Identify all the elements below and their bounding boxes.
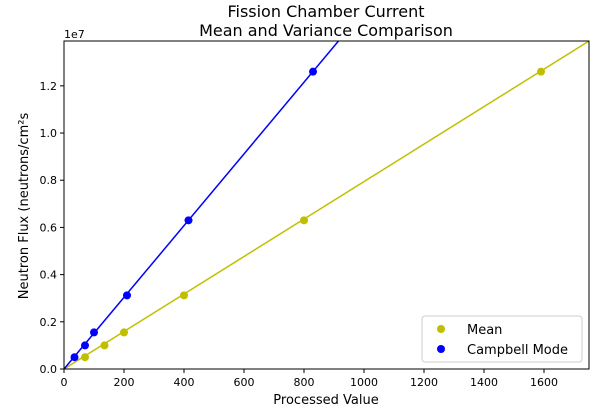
plot-frame [63, 40, 590, 370]
legend-label-mean: Mean [467, 323, 502, 338]
x-tick-label: 800 [294, 376, 315, 389]
x-tick-label: 600 [234, 376, 255, 389]
x-tick-label: 200 [114, 376, 135, 389]
data-point-campbell-mode [123, 291, 131, 300]
x-tick-label: 1200 [410, 376, 438, 389]
x-tick-label: 400 [174, 376, 195, 389]
series-line-mean [63, 40, 590, 370]
chart-title-line-2: Mean and Variance Comparison [199, 21, 453, 40]
data-point-mean [81, 353, 89, 362]
legend-box [421, 315, 583, 363]
y-tick-label: 1.2 [40, 80, 58, 93]
series-line-campbell-mode [63, 40, 340, 370]
data-point-campbell-mode [81, 341, 89, 350]
chart-title-line-1: Fission Chamber Current [227, 2, 424, 21]
legend: Mean Campbell Mode [421, 315, 583, 363]
legend-label-campbell-mode: Campbell Mode [467, 343, 568, 358]
legend-marker-campbell-mode [437, 345, 445, 353]
y-tick-label: 0.2 [40, 316, 58, 329]
data-point-mean [537, 67, 545, 76]
y-axis-ticks: 0.0 0.2 0.4 0.6 0.8 1.0 1.2 [40, 80, 64, 376]
y-axis-offset-label: 1e7 [64, 28, 85, 41]
x-axis-label: Processed Value [273, 393, 378, 408]
y-tick-label: 0.4 [40, 269, 58, 282]
y-tick-label: 0.6 [40, 221, 58, 234]
data-point-mean [300, 216, 308, 225]
data-point-mean [180, 291, 188, 300]
data-point-mean [100, 341, 109, 350]
data-point-campbell-mode [90, 328, 98, 337]
x-axis-ticks: 0 200 400 600 800 1000 1200 1400 1600 [61, 369, 558, 389]
x-tick-label: 1000 [350, 376, 378, 389]
data-point-campbell-mode [184, 216, 193, 225]
y-tick-label: 0.8 [40, 174, 58, 187]
x-tick-label: 1600 [530, 376, 558, 389]
x-tick-label: 1400 [470, 376, 498, 389]
y-tick-label: 1.0 [40, 127, 58, 140]
y-tick-label: 0.0 [40, 363, 58, 376]
legend-marker-mean [437, 325, 445, 333]
data-point-campbell-mode [70, 353, 79, 362]
plot-area [63, 40, 590, 370]
data-point-mean [120, 328, 128, 337]
data-point-campbell-mode [309, 67, 317, 76]
x-tick-label: 0 [61, 376, 68, 389]
y-axis-label: Neutron Flux (neutrons/cm²s [17, 113, 32, 300]
